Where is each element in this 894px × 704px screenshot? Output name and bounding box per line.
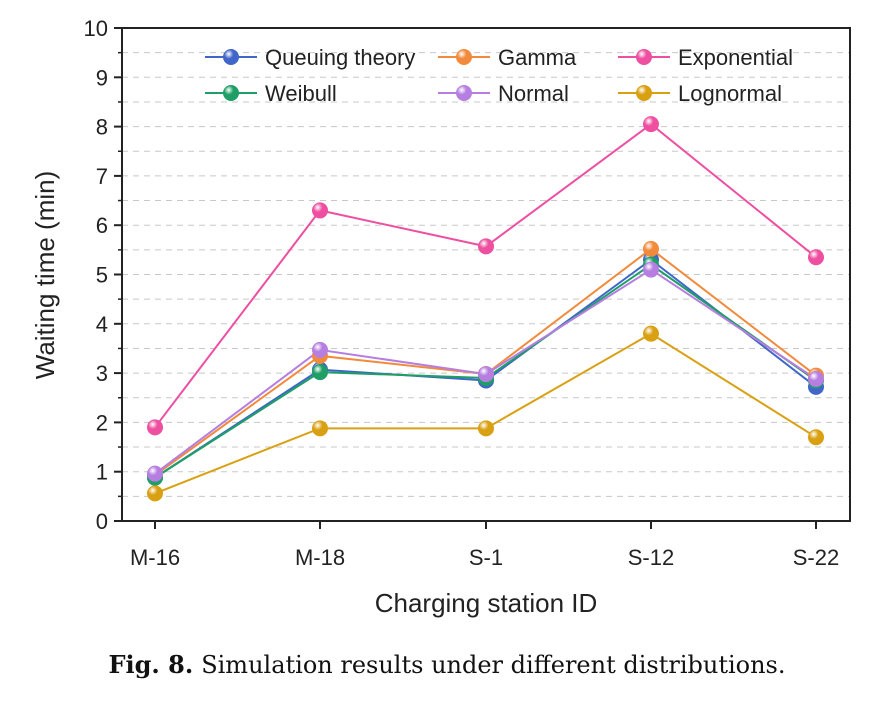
x-tick-label: M-18 bbox=[295, 545, 345, 570]
y-axis-label: Waiting time (min) bbox=[30, 171, 60, 380]
legend-marker bbox=[456, 85, 472, 101]
x-tick-label: S-22 bbox=[793, 545, 839, 570]
y-tick-label: 2 bbox=[96, 410, 108, 435]
legend: Queuing theory Gamma Exponential Weibull Nor… bbox=[205, 45, 793, 106]
x-axis-label: Charging station ID bbox=[375, 588, 598, 618]
legend-marker bbox=[636, 85, 652, 101]
y-tick-label: 7 bbox=[96, 164, 108, 189]
data-point bbox=[147, 419, 163, 436]
data-point bbox=[808, 249, 824, 266]
data-point bbox=[312, 341, 328, 358]
data-point bbox=[643, 325, 659, 342]
y-tick-label: 9 bbox=[96, 65, 108, 90]
data-point bbox=[312, 420, 328, 437]
grid-lines bbox=[122, 52, 850, 497]
x-tick-label: S-1 bbox=[469, 545, 503, 570]
series-group bbox=[147, 116, 824, 502]
y-tick-label: 0 bbox=[96, 509, 108, 534]
y-tick-label: 5 bbox=[96, 263, 108, 288]
x-axis: M-16 M-18 S-1 S-12 S-22 bbox=[130, 521, 839, 570]
legend-label: Queuing theory bbox=[265, 45, 415, 70]
y-tick-label: 1 bbox=[96, 460, 108, 485]
data-point bbox=[478, 238, 494, 255]
line-chart: 0 1 2 3 4 5 6 7 8 9 10 M-16 M-18 S-1 S-12 S-22 Queuing… bbox=[30, 16, 851, 618]
legend-label: Normal bbox=[498, 81, 569, 106]
data-point bbox=[643, 116, 659, 133]
y-tick-label: 8 bbox=[96, 115, 108, 140]
legend-marker bbox=[223, 49, 239, 65]
data-point bbox=[808, 429, 824, 446]
data-point bbox=[147, 465, 163, 482]
y-tick-label: 10 bbox=[84, 16, 108, 41]
y-tick-label: 3 bbox=[96, 361, 108, 386]
data-point bbox=[147, 485, 163, 502]
y-axis: 0 1 2 3 4 5 6 7 8 9 10 bbox=[84, 16, 122, 534]
legend-label: Lognormal bbox=[678, 81, 782, 106]
legend-marker bbox=[456, 49, 472, 65]
y-tick-label: 6 bbox=[96, 213, 108, 238]
figure-caption: Fig. 8. Simulation results under differen… bbox=[0, 650, 894, 679]
legend-label: Exponential bbox=[678, 45, 793, 70]
data-point bbox=[808, 371, 824, 388]
legend-marker bbox=[636, 49, 652, 65]
figure-caption-label: Fig. 8. bbox=[108, 650, 194, 679]
series-line bbox=[154, 247, 817, 476]
data-point bbox=[478, 366, 494, 383]
data-point bbox=[643, 240, 659, 257]
figure-caption-text: Simulation results under different distr… bbox=[201, 651, 786, 679]
y-tick-label: 4 bbox=[96, 312, 108, 337]
legend-label: Gamma bbox=[498, 45, 577, 70]
legend-marker bbox=[223, 85, 239, 101]
data-point bbox=[643, 261, 659, 278]
data-point bbox=[312, 202, 328, 219]
data-point bbox=[312, 364, 328, 381]
data-point bbox=[478, 420, 494, 437]
x-tick-label: S-12 bbox=[628, 545, 674, 570]
x-tick-label: M-16 bbox=[130, 545, 180, 570]
legend-label: Weibull bbox=[265, 81, 337, 106]
